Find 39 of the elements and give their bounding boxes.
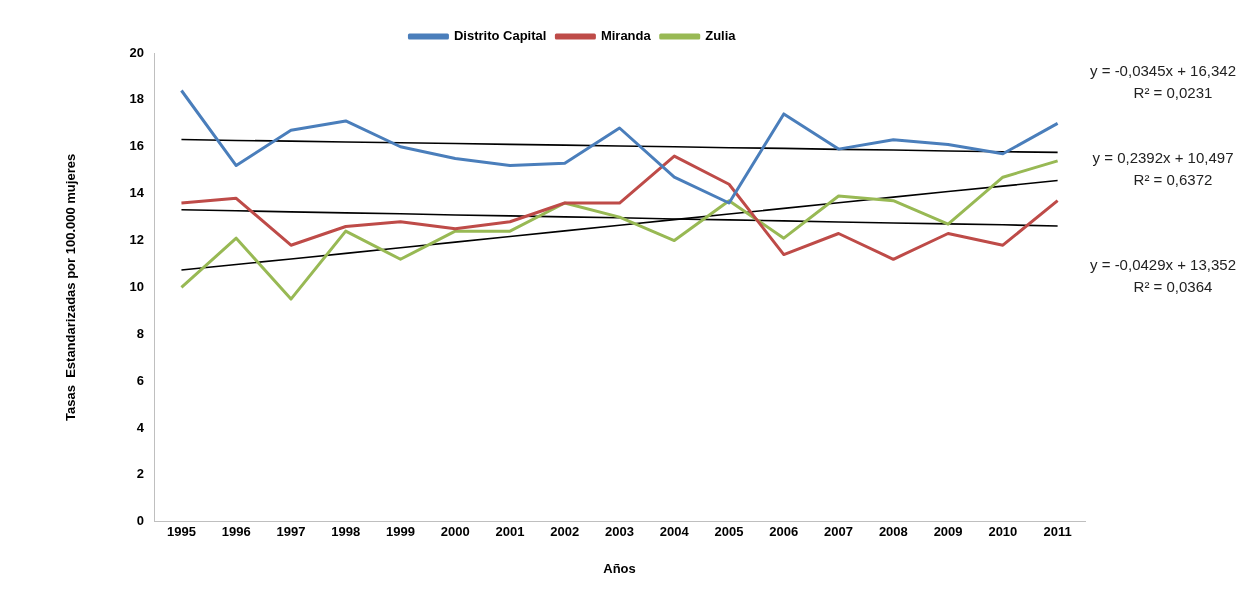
x-tick-label: 2001	[495, 524, 525, 540]
x-tick-label: 1995	[166, 524, 196, 540]
legend-label: Zulia	[705, 28, 737, 44]
y-tick-label: 14	[129, 185, 145, 201]
y-tick-label: 20	[129, 44, 145, 60]
x-tick-label: 2000	[440, 524, 470, 540]
x-tick-label: 2006	[769, 524, 799, 540]
y-tick-label: 12	[129, 232, 145, 248]
x-tick-label: 2002	[550, 524, 580, 540]
text: R² = 0,6372	[1133, 170, 1213, 188]
y-tick-label: 18	[129, 91, 145, 107]
x-tick-label: 1998	[331, 524, 361, 540]
x-tick-label: 1996	[221, 524, 251, 540]
y-tick-label: 10	[129, 278, 145, 294]
legend-label: Miranda	[600, 28, 652, 44]
legend-label: Distrito Capital	[453, 28, 547, 44]
y-tick-label: 4	[136, 419, 145, 435]
y-axis-title: Tasas Estandarizadas por 100.000 mujeres	[63, 153, 79, 421]
x-tick-label: 2007	[824, 524, 854, 540]
y-tick-label: 16	[129, 138, 145, 154]
x-tick-label: 2004	[659, 524, 690, 540]
x-tick-label: 2008	[878, 524, 908, 540]
text: y = 0,2392x + 10,497	[1092, 148, 1234, 166]
x-tick-label: 2003	[605, 524, 634, 540]
x-tick-label: 1997	[276, 524, 306, 540]
x-tick-label: 2011	[1043, 524, 1072, 540]
x-tick-label: 2010	[988, 524, 1018, 540]
y-tick-label: 8	[136, 325, 145, 341]
x-tick-label: 2005	[714, 524, 744, 540]
text: R² = 0,0364	[1133, 278, 1213, 296]
y-tick-label: 6	[136, 372, 145, 388]
x-axis-title: Años	[603, 560, 636, 576]
text: y = -0,0429x + 13,352	[1090, 256, 1236, 274]
y-tick-label: 0	[136, 513, 145, 529]
text: y = -0,0345x + 16,342	[1090, 61, 1236, 79]
x-tick-label: 2009	[933, 524, 963, 540]
x-tick-label: 1999	[386, 524, 415, 540]
text: R² = 0,0231	[1133, 83, 1213, 101]
y-tick-label: 2	[136, 466, 145, 482]
